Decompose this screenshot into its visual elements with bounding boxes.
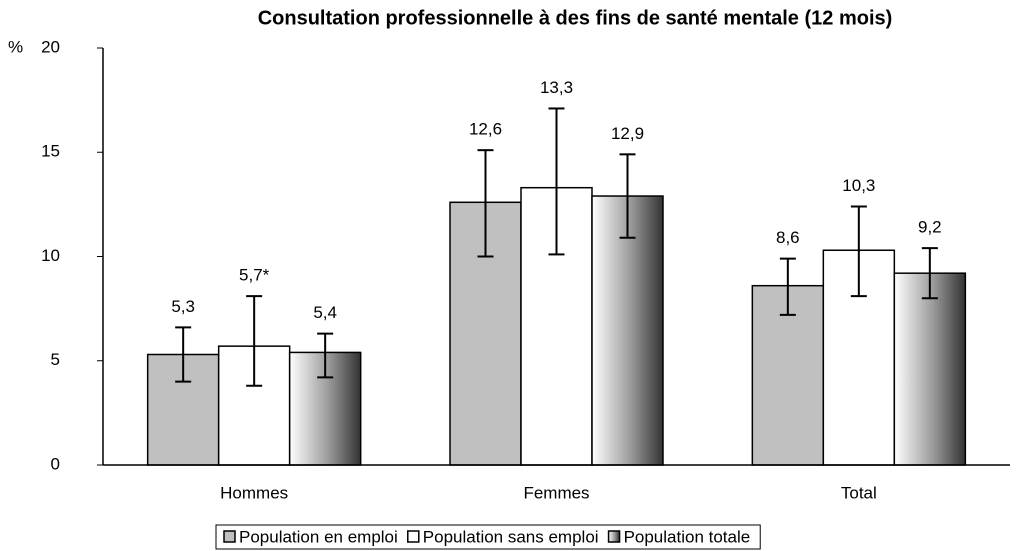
x-tick-label: Hommes (220, 483, 288, 502)
legend: Population en emploi Population sans empl… (215, 524, 761, 550)
legend-label: Population totale (624, 527, 751, 546)
x-tick-label: Total (841, 483, 877, 502)
y-axis-label: % (8, 37, 23, 56)
data-label: 12,9 (611, 124, 644, 143)
data-label: 5,4 (313, 303, 337, 322)
legend-swatch (223, 530, 236, 543)
legend-label: Population sans emploi (423, 527, 599, 546)
data-label: 8,6 (776, 228, 800, 247)
legend-label: Population en emploi (239, 527, 398, 546)
data-label: 13,3 (540, 78, 573, 97)
legend-swatch (407, 530, 420, 543)
data-label: 9,2 (918, 218, 942, 237)
data-label: 12,6 (469, 120, 502, 139)
x-tick-label: Femmes (523, 483, 589, 502)
chart-title: Consultation professionnelle à des fins … (258, 7, 893, 29)
bar (893, 272, 967, 466)
y-tick-label: 20 (41, 37, 60, 56)
legend-box (215, 524, 761, 550)
legend-swatch (607, 530, 621, 543)
data-label: 5,3 (171, 297, 195, 316)
y-tick-label: 5 (51, 350, 60, 369)
y-tick-label: 0 (51, 454, 60, 473)
y-tick-label: 10 (41, 246, 60, 265)
data-label: 10,3 (842, 176, 875, 195)
y-tick-label: 15 (41, 142, 60, 161)
data-label: 5,7* (239, 266, 270, 285)
